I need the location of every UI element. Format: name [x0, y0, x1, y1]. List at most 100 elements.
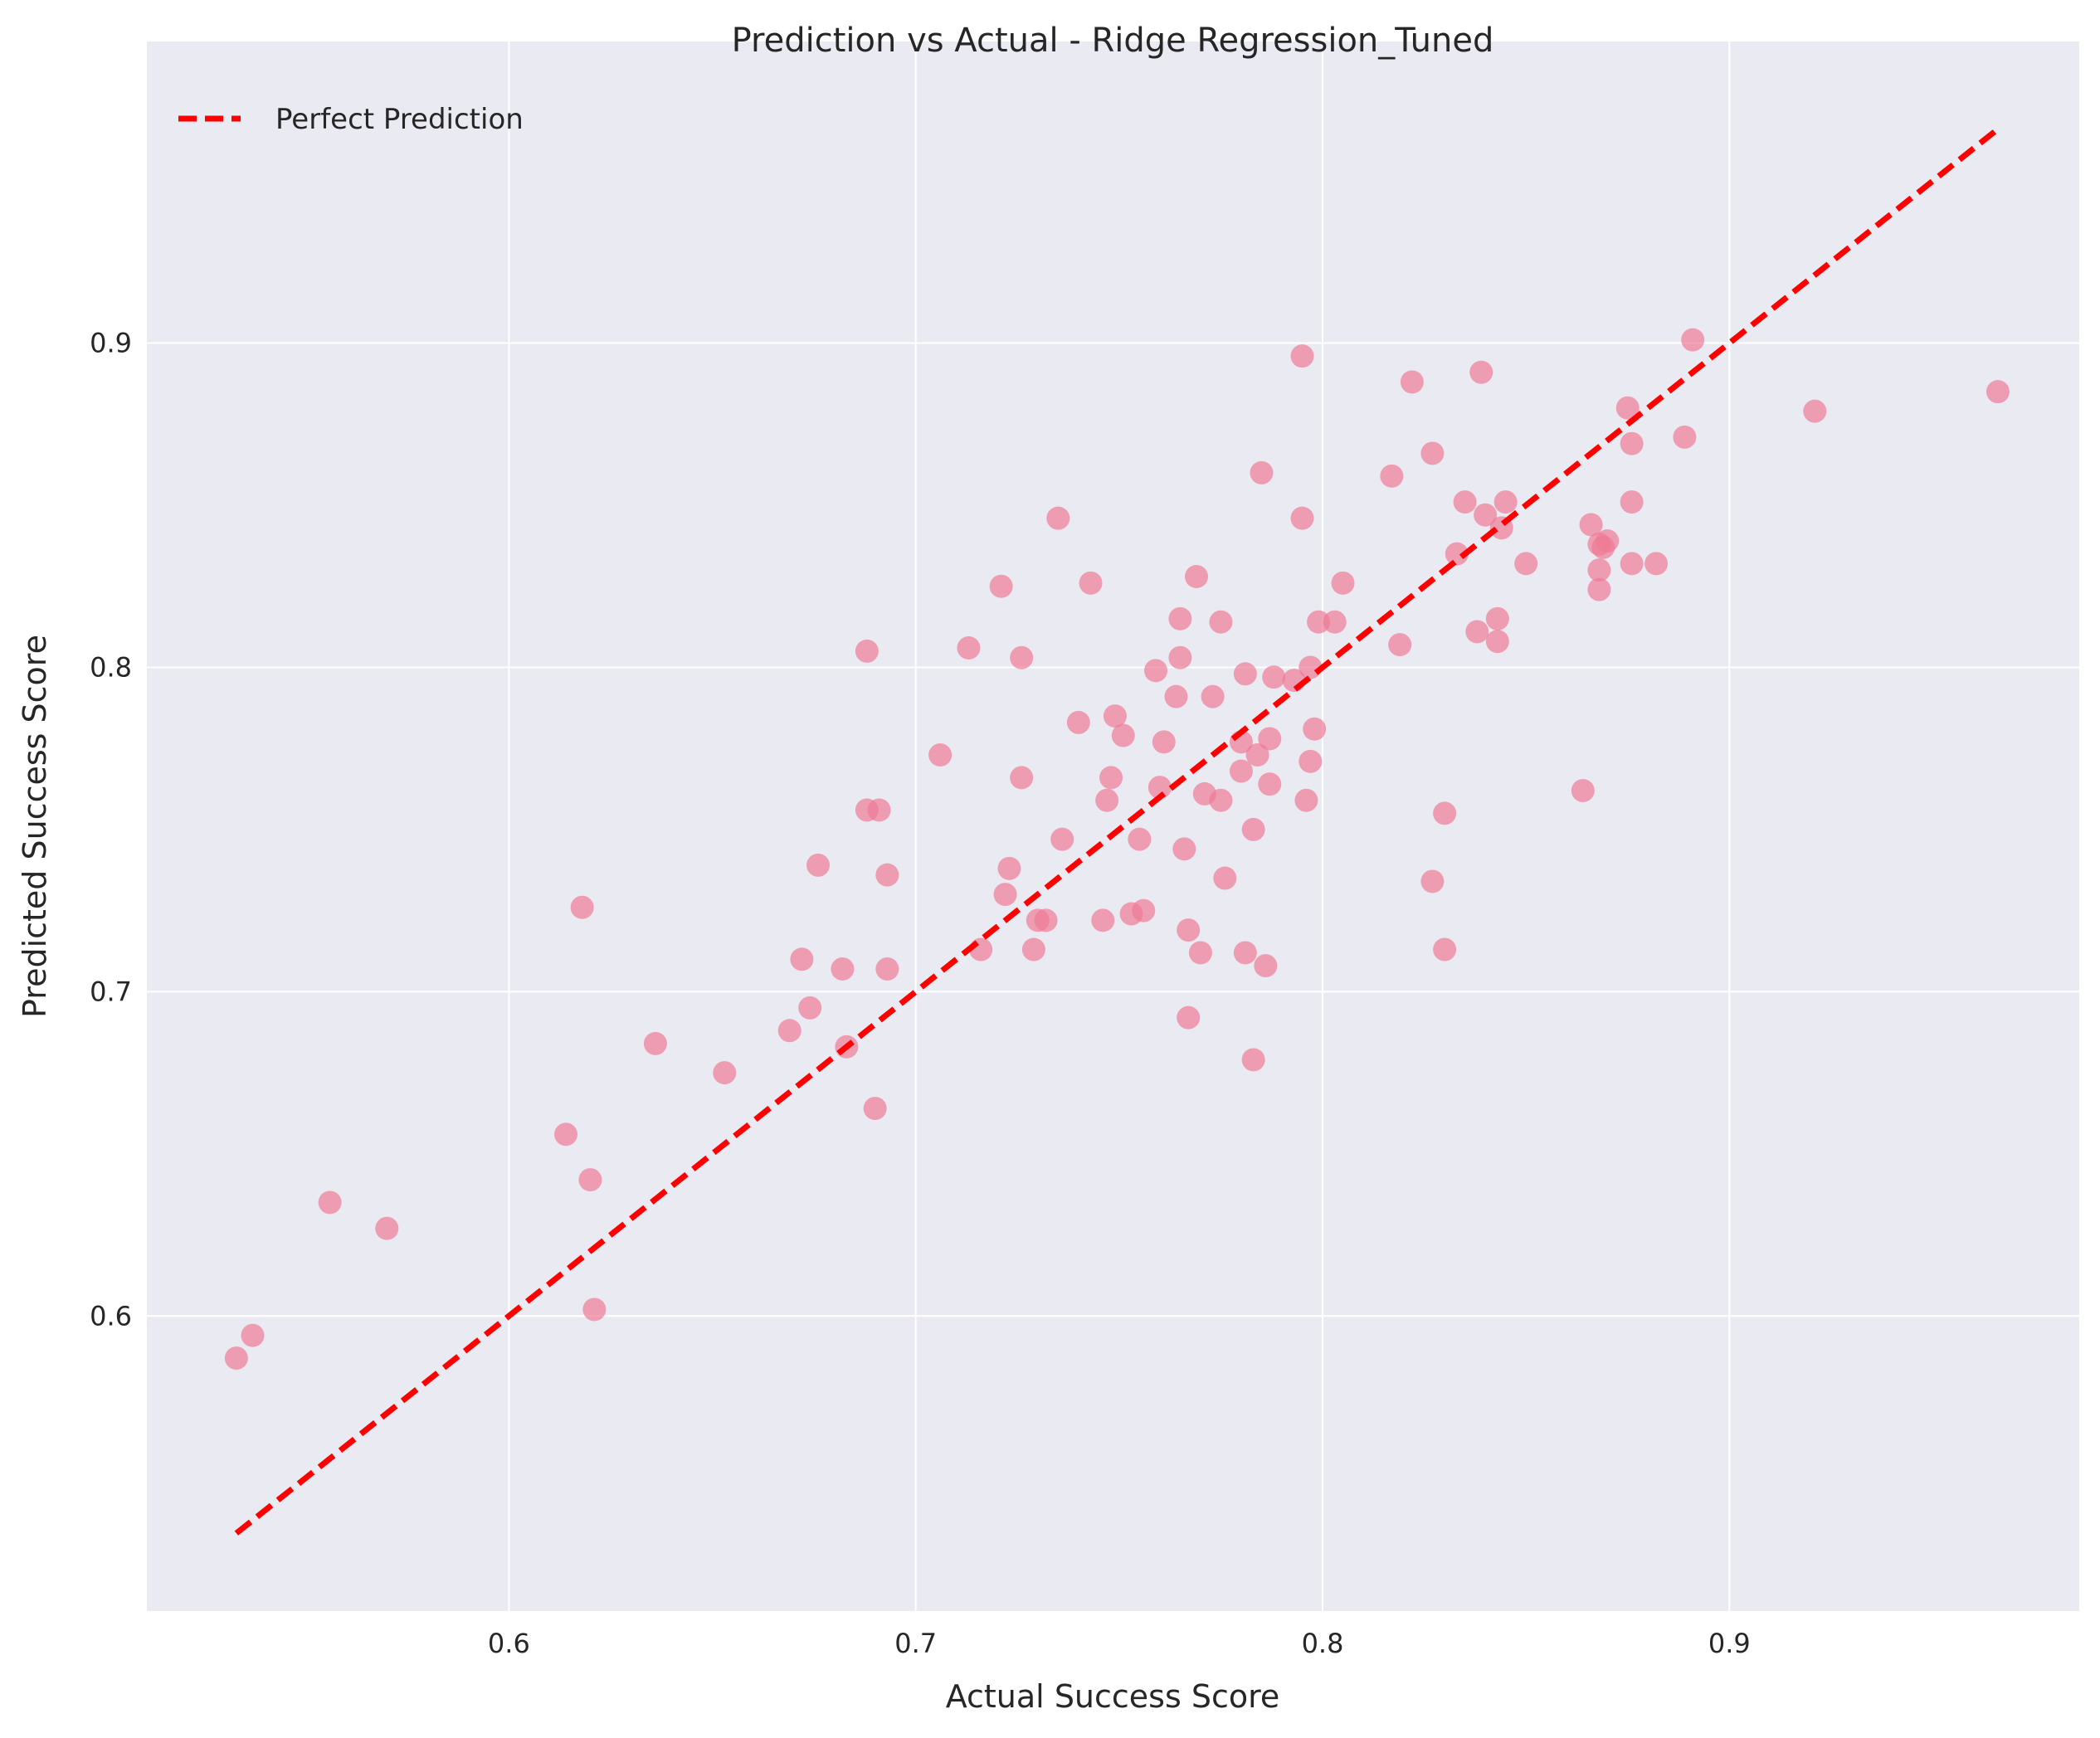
data-point: [1469, 360, 1493, 384]
data-point: [1803, 399, 1827, 423]
data-point: [1262, 665, 1286, 689]
data-point: [1079, 571, 1103, 595]
data-point: [1465, 620, 1489, 644]
data-point: [318, 1190, 342, 1215]
data-point: [1132, 898, 1156, 923]
data-point: [1213, 866, 1237, 890]
data-point: [1128, 827, 1152, 851]
data-point: [989, 574, 1013, 598]
data-point: [1485, 630, 1509, 654]
data-point: [1303, 717, 1327, 741]
data-point: [1620, 490, 1644, 514]
data-point: [1587, 558, 1611, 582]
data-point: [1307, 610, 1331, 634]
data-point: [863, 1097, 887, 1121]
data-point: [1147, 776, 1172, 800]
data-point: [1034, 908, 1058, 932]
legend-label-perfect-prediction: Perfect Prediction: [275, 103, 524, 136]
data-point: [1168, 606, 1192, 630]
data-point: [1250, 460, 1274, 484]
data-point: [1021, 937, 1045, 961]
data-point: [1433, 801, 1457, 825]
data-point: [1298, 749, 1323, 773]
x-tick-label: 0.6: [488, 1628, 530, 1659]
data-point: [1258, 727, 1282, 751]
data-point: [1571, 779, 1595, 802]
data-point: [570, 895, 594, 919]
data-point: [1010, 645, 1034, 669]
data-point: [957, 636, 981, 660]
data-point: [831, 957, 855, 981]
data-point: [1241, 817, 1265, 841]
data-point: [1254, 954, 1278, 978]
x-tick-label: 0.9: [1708, 1628, 1751, 1659]
data-point: [1185, 565, 1209, 588]
data-point: [1010, 766, 1034, 790]
y-tick-label: 0.6: [90, 1300, 132, 1331]
data-point: [1233, 662, 1257, 686]
y-tick-label: 0.8: [90, 651, 132, 683]
data-point: [1201, 684, 1225, 708]
data-point: [993, 883, 1017, 907]
data-point: [224, 1346, 248, 1370]
data-point: [1380, 464, 1404, 488]
data-point: [1172, 837, 1196, 861]
y-tick-label: 0.9: [90, 328, 132, 359]
data-point: [1188, 941, 1212, 965]
data-point: [1433, 937, 1457, 961]
data-point: [643, 1031, 667, 1055]
data-point: [867, 798, 891, 822]
grid-lines: [147, 41, 2079, 1611]
data-point: [1091, 908, 1115, 932]
reference-line-layer: [234, 126, 2000, 1536]
data-point: [1066, 710, 1090, 734]
data-point: [777, 1019, 802, 1043]
data-point: [1420, 869, 1445, 893]
data-point: [798, 996, 822, 1020]
data-point: [241, 1323, 265, 1347]
data-point: [875, 957, 899, 981]
data-point: [1615, 396, 1640, 420]
data-point: [1294, 788, 1318, 812]
data-point: [1152, 730, 1176, 754]
data-point: [554, 1122, 578, 1146]
data-point: [1209, 788, 1233, 812]
data-point: [1143, 659, 1167, 683]
y-axis-label: Predicted Success Score: [17, 635, 53, 1018]
data-point: [1233, 941, 1257, 965]
y-tick-label: 0.7: [90, 976, 132, 1007]
legend: Perfect Prediction: [178, 103, 524, 136]
data-point: [1050, 827, 1074, 851]
data-point: [1258, 772, 1282, 796]
data-point: [713, 1061, 737, 1085]
data-point: [375, 1216, 399, 1240]
data-point: [1388, 633, 1412, 657]
data-point: [1485, 606, 1509, 630]
chart-title: Prediction vs Actual - Ridge Regression_…: [732, 22, 1494, 60]
data-point: [1177, 918, 1201, 942]
data-point: [1620, 431, 1644, 455]
data-point: [1241, 1048, 1265, 1072]
data-point: [1046, 506, 1070, 530]
data-point: [1323, 610, 1347, 634]
data-point: [1209, 610, 1233, 634]
x-tick-label: 0.8: [1302, 1628, 1344, 1659]
data-point: [1168, 645, 1192, 669]
data-point: [1177, 1005, 1201, 1030]
data-point: [1400, 370, 1424, 394]
data-point: [1290, 506, 1314, 530]
data-point: [1298, 655, 1323, 679]
data-point: [1111, 723, 1135, 747]
data-point: [928, 743, 953, 767]
data-point: [1103, 704, 1127, 728]
data-point: [1681, 328, 1705, 352]
data-point: [1331, 571, 1355, 595]
data-point: [1229, 759, 1253, 783]
data-point: [1985, 380, 2010, 404]
x-axis-label: Actual Success Score: [946, 1678, 1280, 1715]
data-point: [855, 639, 879, 663]
data-point: [1620, 552, 1644, 576]
scatter-points: [224, 328, 2010, 1370]
data-point: [1474, 503, 1498, 527]
